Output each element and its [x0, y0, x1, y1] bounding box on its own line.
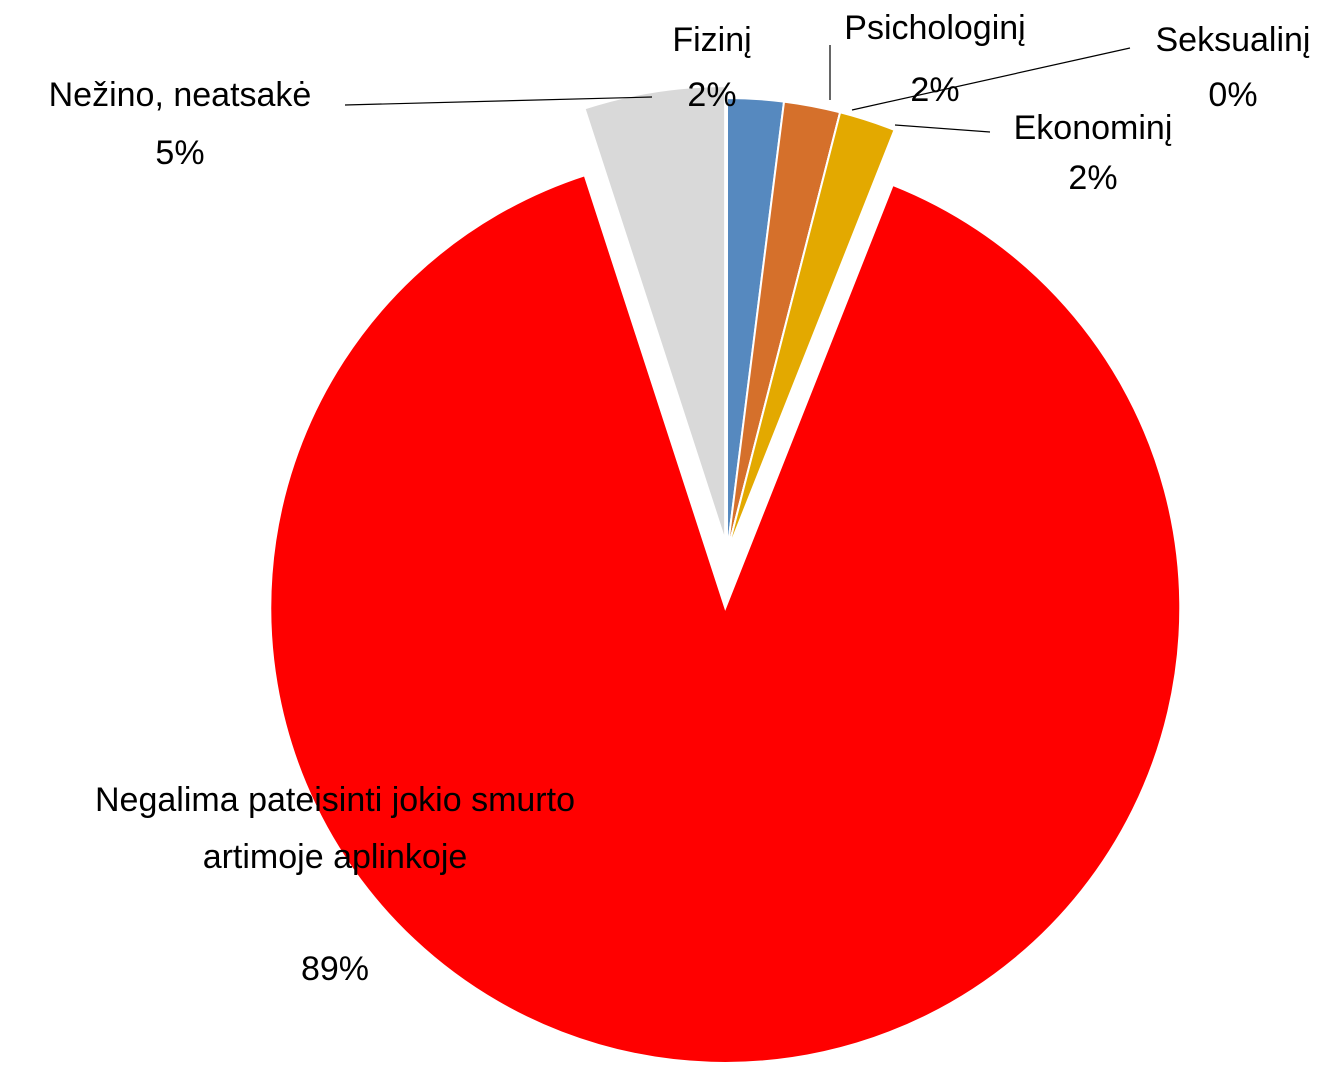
value-label: 2%: [910, 71, 959, 109]
leader-line: [851, 47, 1131, 111]
pie-slice: [726, 111, 896, 554]
slice-label-box: Negalima pateisinti jokio smurto artimoj…: [95, 781, 575, 876]
slice-label: Negalima pateisinti jokio smurto artimoj…: [95, 781, 575, 876]
leader-line: [894, 124, 991, 133]
slice-label: Seksualinį: [1156, 21, 1311, 59]
value-label: 0%: [1208, 76, 1257, 114]
value-label: 2%: [1068, 159, 1117, 197]
slice-label: Nežino, neatsakė: [49, 76, 312, 114]
value-label: 2%: [687, 76, 736, 114]
leader-line: [344, 96, 653, 106]
pie-slice: [269, 173, 1182, 1064]
slice-label: Psichologinį: [844, 9, 1025, 47]
value-label: 89%: [301, 950, 369, 988]
value-label: 5%: [155, 134, 204, 172]
slice-label: Ekonominį: [1014, 109, 1173, 147]
pie-slice: [583, 85, 727, 542]
slice-label: Fizinį: [672, 21, 751, 59]
